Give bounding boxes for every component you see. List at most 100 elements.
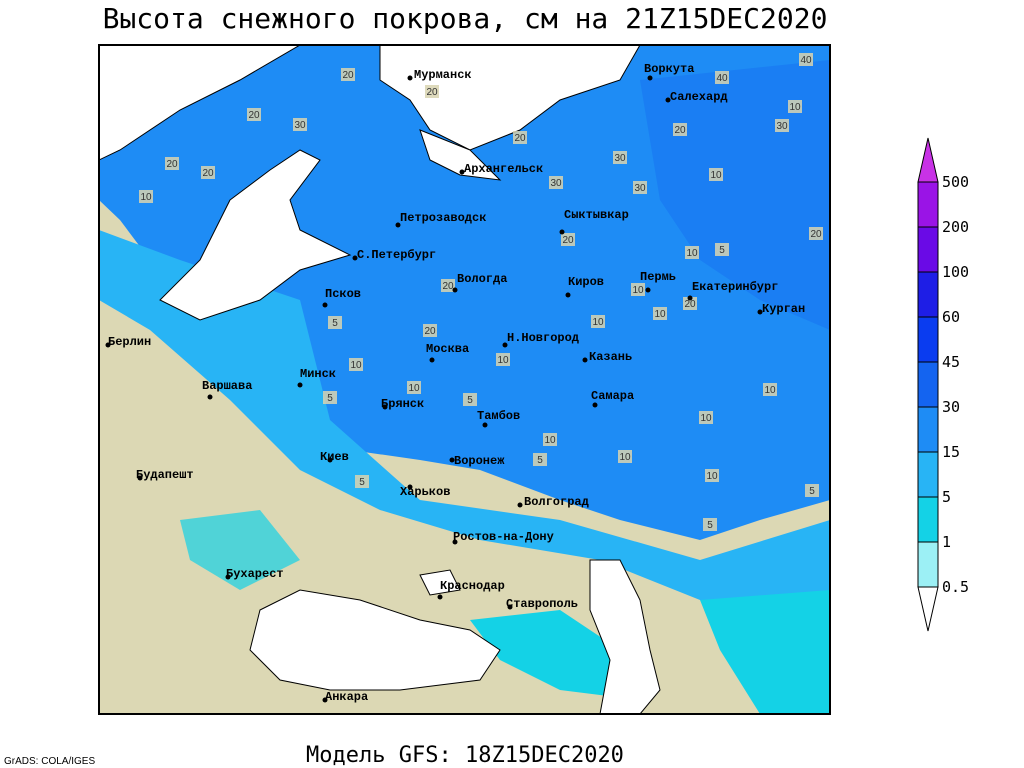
city-dot xyxy=(592,402,598,408)
barents-sea xyxy=(379,45,641,151)
contour-label-box xyxy=(673,123,687,136)
contour-label-box xyxy=(293,118,307,131)
contour-label-box xyxy=(139,190,153,203)
legend-bin xyxy=(917,226,939,273)
city-dot xyxy=(517,502,523,508)
contour-label: 20 xyxy=(514,133,526,144)
contour-label: 5 xyxy=(332,318,338,329)
contour-label-box xyxy=(775,119,789,132)
contour-label: 10 xyxy=(686,248,698,259)
city-label: Мурманск xyxy=(414,68,472,82)
snow-caucasus xyxy=(470,610,640,700)
city-label: Краснодар xyxy=(440,579,505,593)
city-label: Воронеж xyxy=(454,454,505,468)
contour-label: 10 xyxy=(350,360,362,371)
legend-label: 60 xyxy=(942,308,960,326)
contour-label-box xyxy=(633,181,647,194)
city-label: Н.Новгород xyxy=(507,331,579,345)
contour-label: 20 xyxy=(442,281,454,292)
norwegian-sea xyxy=(99,45,301,161)
city-dot xyxy=(407,75,413,81)
contour-label: 5 xyxy=(467,395,473,406)
city-label: Салехард xyxy=(670,90,728,104)
contour-label-box xyxy=(683,297,697,310)
city-dot xyxy=(459,169,465,175)
city-label: Казань xyxy=(589,350,632,364)
contour-label: 20 xyxy=(562,235,574,246)
legend-label: 1 xyxy=(942,533,951,551)
city-dot xyxy=(297,382,303,388)
city-label: Пермь xyxy=(640,270,676,284)
contour-label: 10 xyxy=(632,285,644,296)
contour-label: 20 xyxy=(342,70,354,81)
contour-label: 20 xyxy=(684,299,696,310)
city-label: Харьков xyxy=(400,485,450,499)
contour-label-box xyxy=(201,166,215,179)
contour-label: 20 xyxy=(674,125,686,136)
contour-label-box xyxy=(463,393,477,406)
contour-label-box xyxy=(533,453,547,466)
contour-label: 30 xyxy=(776,121,788,132)
legend-bin xyxy=(917,181,939,228)
city-dot xyxy=(482,422,488,428)
legend-bin xyxy=(917,496,939,543)
legend-bin xyxy=(917,541,939,588)
subtitle: Модель GFS: 18Z15DEC2020 xyxy=(306,743,624,768)
city-dot xyxy=(137,475,143,481)
city-dot xyxy=(559,229,565,235)
city-label: Петрозаводск xyxy=(400,211,486,225)
city-label: Тамбов xyxy=(477,408,520,423)
city-dot xyxy=(429,357,435,363)
city-label: С.Петербург xyxy=(357,247,436,262)
city-dot xyxy=(665,97,671,103)
city-dot xyxy=(645,287,651,293)
city-label: Ростов-на-Дону xyxy=(453,530,554,544)
legend-bin xyxy=(917,451,939,498)
city-label: Архангельск xyxy=(464,162,543,176)
contour-label: 20 xyxy=(810,229,822,240)
contour-label: 10 xyxy=(408,383,420,394)
city-dot xyxy=(437,594,443,600)
city-dot xyxy=(225,574,231,580)
contour-label: 30 xyxy=(294,120,306,131)
city-label: Минск xyxy=(300,367,336,381)
legend-label: 5 xyxy=(942,488,951,506)
city-dot xyxy=(207,394,213,400)
city-label: Воркута xyxy=(644,62,694,76)
contour-label: 10 xyxy=(497,355,509,366)
city-label: Киев xyxy=(320,450,349,464)
contour-label: 10 xyxy=(140,192,152,203)
contour-label-box xyxy=(328,316,342,329)
city-label: Самара xyxy=(591,389,634,403)
legend-label: 15 xyxy=(942,443,960,461)
legend-label: 100 xyxy=(942,263,969,281)
city-dot xyxy=(582,357,588,363)
city-dot xyxy=(757,309,763,315)
black-sea xyxy=(249,589,501,691)
contour-label: 20 xyxy=(202,168,214,179)
city-dot xyxy=(449,457,455,463)
legend-bin xyxy=(917,406,939,453)
contour-label-box xyxy=(631,283,645,296)
city-dot xyxy=(452,539,458,545)
city-dot xyxy=(352,255,358,261)
contour-label: 10 xyxy=(619,452,631,463)
contour-label-box xyxy=(349,358,363,371)
legend-bin xyxy=(917,271,939,318)
contour-label-box xyxy=(591,315,605,328)
contour-label-box xyxy=(618,450,632,463)
city-label: Волгоград xyxy=(524,495,589,509)
contour-label: 5 xyxy=(707,520,713,531)
legend: 500 200 100 60 45 30 15 5 1 0.5 xyxy=(917,137,969,632)
city-label: Сыктывкар xyxy=(564,208,629,222)
legend-bin xyxy=(917,361,939,408)
contour-label-box xyxy=(809,227,823,240)
contour-label: 20 xyxy=(248,110,260,121)
contour-label-box xyxy=(653,307,667,320)
legend-top xyxy=(917,137,939,183)
credit: GrADS: COLA/IGES xyxy=(4,756,95,767)
contour-label-box xyxy=(715,71,729,84)
title: Высота снежного покрова, см на 21Z15DEC2… xyxy=(103,2,828,35)
contour-label-box xyxy=(247,108,261,121)
